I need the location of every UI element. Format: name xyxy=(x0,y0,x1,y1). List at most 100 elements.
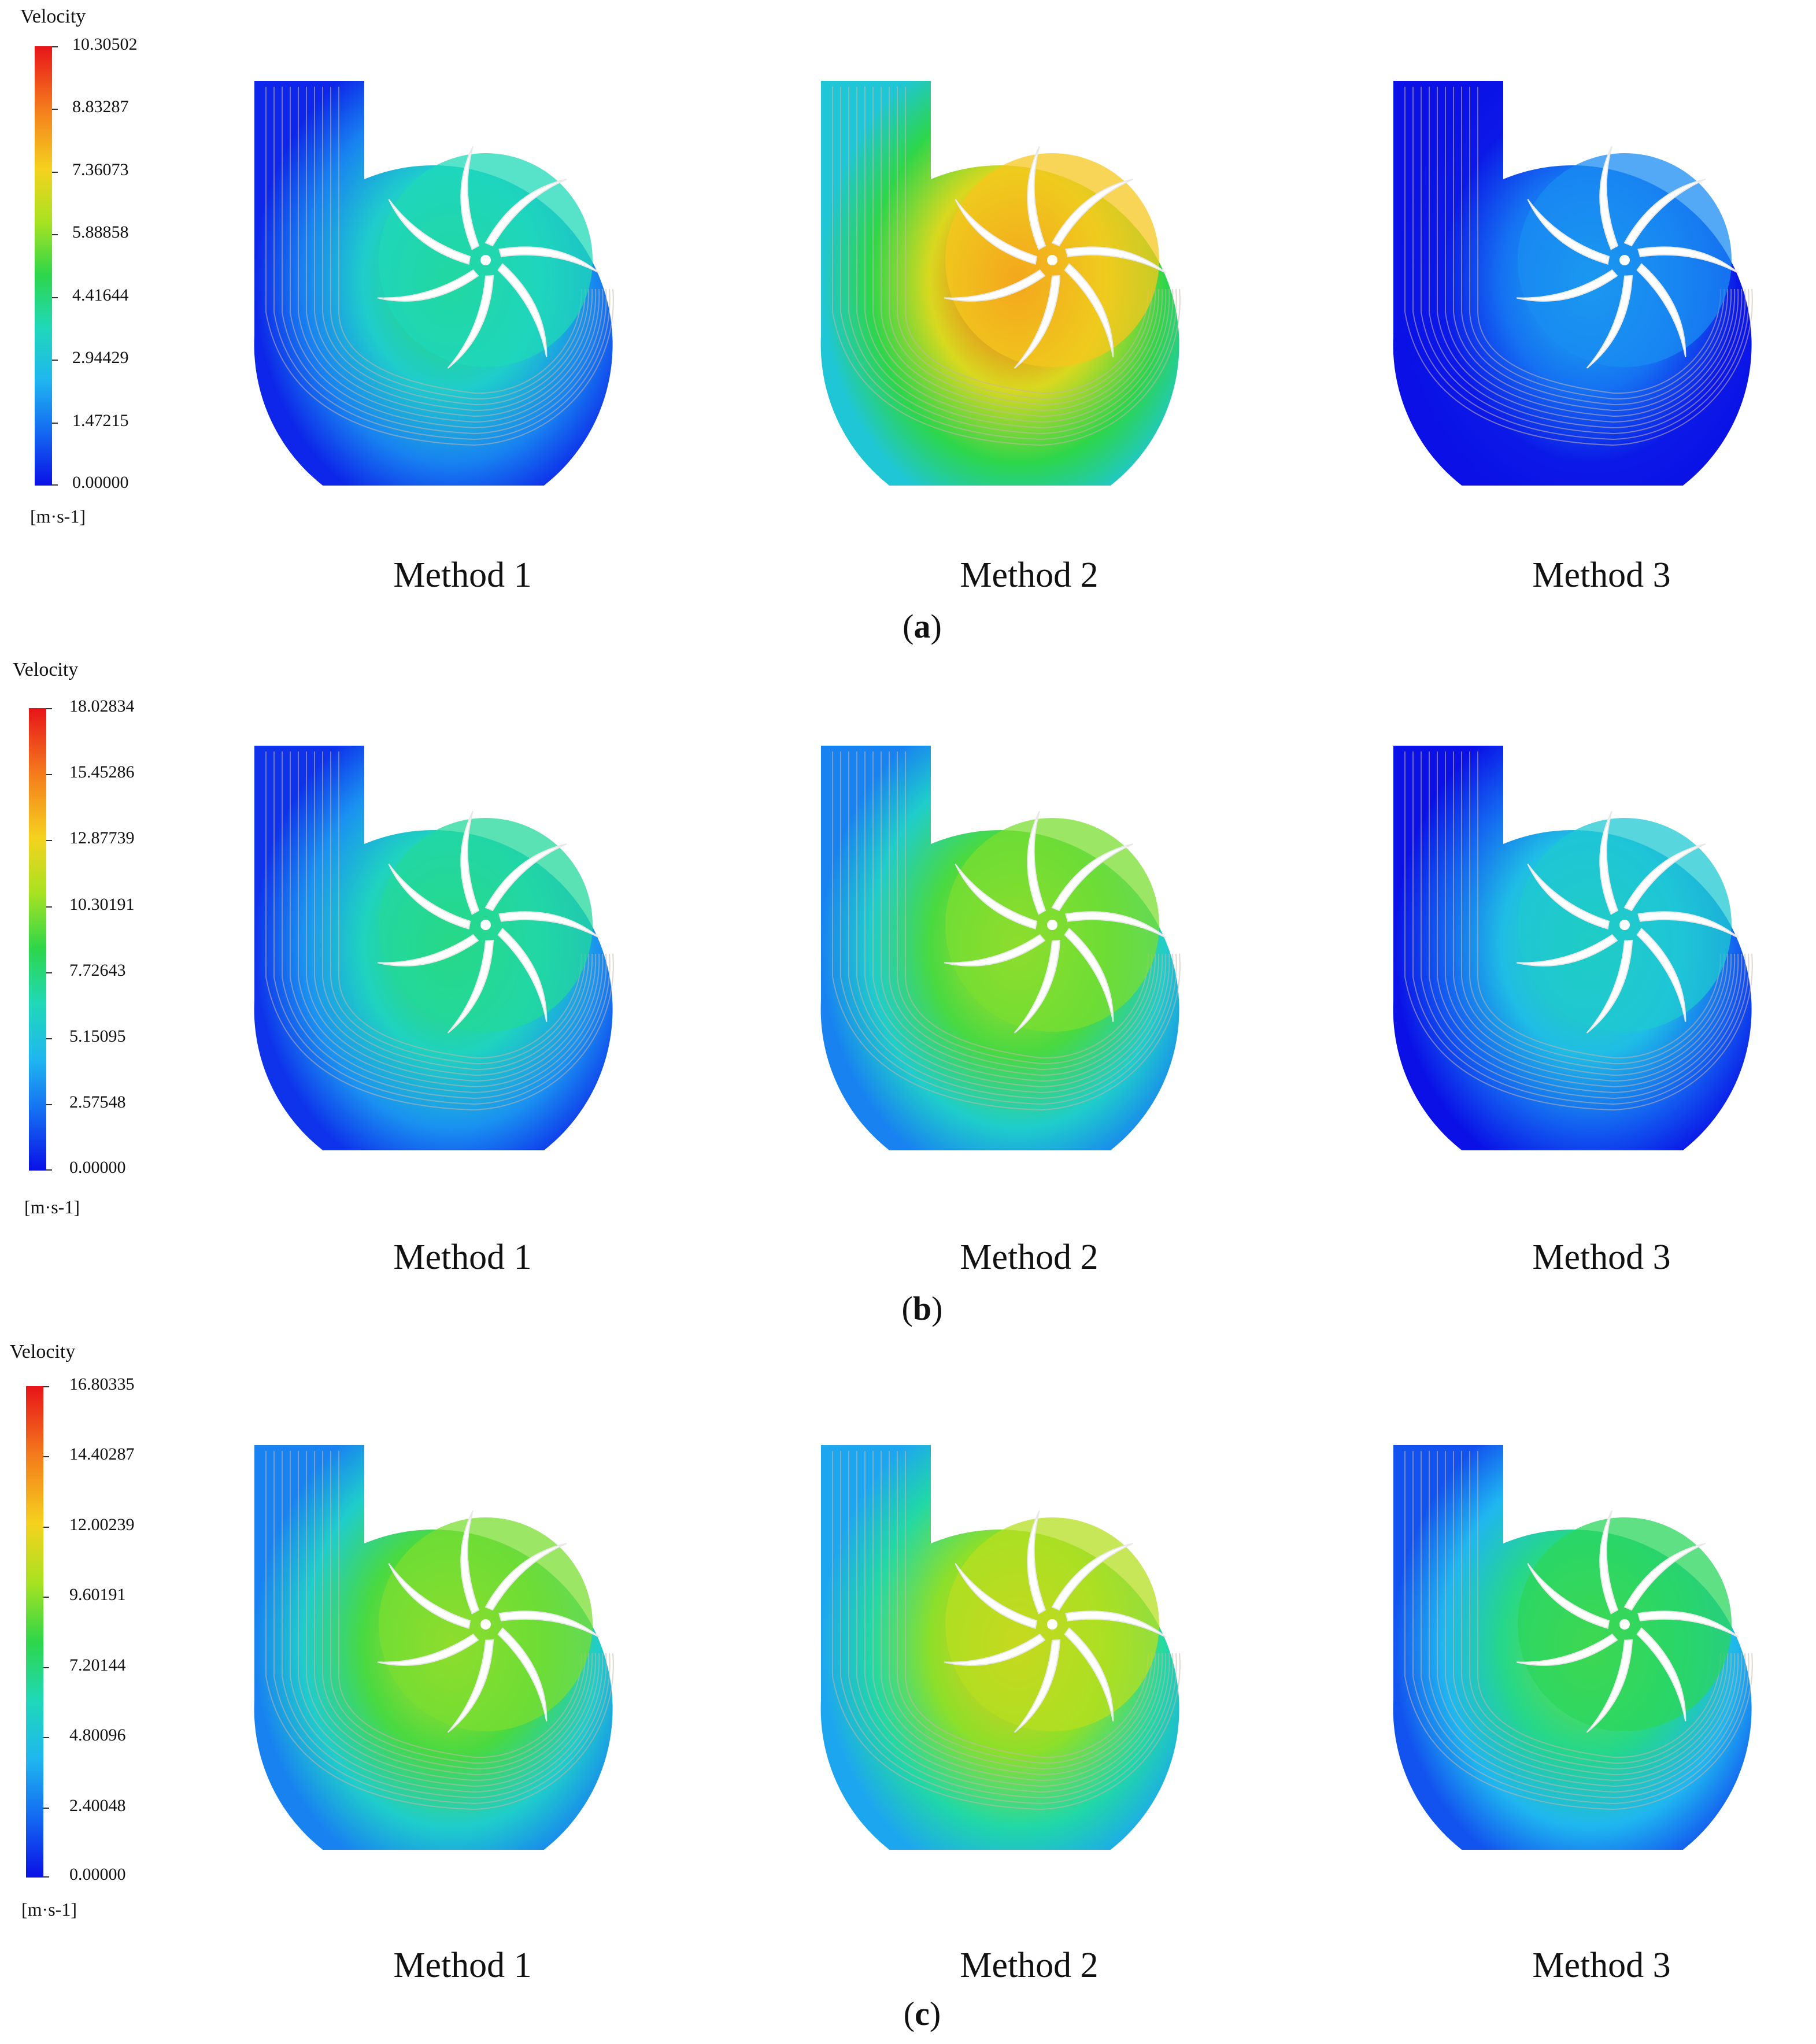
pump-svg xyxy=(820,746,1181,1189)
tick-label: 7.20144 xyxy=(69,1656,126,1675)
streamline xyxy=(314,751,593,1076)
impeller-blade xyxy=(1599,810,1619,915)
impeller-blade xyxy=(1065,1610,1167,1638)
impeller-blade xyxy=(1636,263,1686,357)
streamline xyxy=(864,751,1167,1088)
streamline xyxy=(1461,87,1729,406)
streamline xyxy=(897,1451,1153,1764)
streamline xyxy=(881,1451,1160,1776)
streamline xyxy=(273,87,611,440)
streamline xyxy=(1421,1451,1746,1799)
impeller-blade xyxy=(1586,1639,1633,1733)
method-label: Method 2 xyxy=(960,1946,1099,1985)
legend-unit: [m·s-1] xyxy=(21,1899,77,1920)
tick-label: 5.88858 xyxy=(72,223,129,242)
streamline xyxy=(338,1451,583,1758)
impeller-blade xyxy=(388,1563,471,1629)
streamline xyxy=(897,87,1153,400)
impeller-blade xyxy=(377,269,479,302)
impeller-blade xyxy=(1637,246,1739,274)
pump-contour xyxy=(243,69,682,524)
impeller-blade xyxy=(388,864,471,930)
streamline xyxy=(1412,1451,1750,1805)
streamline xyxy=(840,751,1177,1105)
streamline xyxy=(330,751,586,1065)
streamline xyxy=(265,751,614,1111)
impeller-blade xyxy=(1623,1543,1706,1611)
streamline xyxy=(330,1451,586,1764)
streamline xyxy=(290,1451,604,1793)
impeller-blade xyxy=(497,263,548,357)
streamline xyxy=(889,751,1156,1071)
impeller-blade xyxy=(1051,1543,1134,1611)
streamline xyxy=(872,751,1163,1082)
method-label: Method 1 xyxy=(393,1238,532,1277)
pump-svg xyxy=(254,746,614,1189)
pump-contour xyxy=(1382,734,1816,1189)
impeller-blade xyxy=(1516,934,1618,967)
tick-label: 2.40048 xyxy=(69,1796,126,1815)
pump-contour xyxy=(809,69,1249,524)
streamline xyxy=(306,751,597,1082)
streamline xyxy=(1429,1451,1743,1793)
streamline xyxy=(832,87,1181,446)
impeller-blade xyxy=(447,275,494,369)
impeller-hub xyxy=(1619,920,1630,930)
streamline xyxy=(1453,751,1732,1076)
tick-label: 10.30191 xyxy=(69,895,135,914)
streamline xyxy=(1437,87,1739,423)
legend-title: Velocity xyxy=(20,6,86,27)
tick-label: 1.47215 xyxy=(72,411,129,430)
tick-label: 5.15095 xyxy=(69,1027,126,1046)
streamline xyxy=(1429,87,1743,429)
streamline xyxy=(314,87,593,412)
tick-label: 2.94429 xyxy=(72,348,129,367)
impeller-blade xyxy=(944,269,1046,302)
streamline xyxy=(864,1451,1167,1787)
streamline xyxy=(1469,751,1725,1065)
streamline xyxy=(840,1451,1177,1805)
impeller-blade xyxy=(1051,179,1134,247)
impeller-blade xyxy=(1636,1627,1686,1721)
streamline xyxy=(1404,1451,1753,1810)
tick-label: 4.41644 xyxy=(72,286,129,305)
method-label: Method 3 xyxy=(1532,1238,1671,1277)
streamline xyxy=(273,1451,611,1805)
method-label: Method 3 xyxy=(1532,1946,1671,1985)
impeller-hub xyxy=(1047,1619,1057,1630)
impeller-blade xyxy=(388,199,471,265)
streamline xyxy=(298,87,600,423)
streamline xyxy=(282,1451,607,1799)
impeller-blade xyxy=(1623,843,1706,912)
impeller-hub xyxy=(480,920,491,930)
streamline xyxy=(848,87,1174,435)
streamline xyxy=(1404,751,1753,1111)
impeller-hub xyxy=(1619,255,1630,265)
streamline xyxy=(322,1451,590,1770)
tick-label: 0.00000 xyxy=(69,1865,126,1884)
pump-svg xyxy=(820,81,1181,524)
impeller-blade xyxy=(1064,928,1114,1022)
impeller-blade xyxy=(484,843,567,912)
method-label: Method 2 xyxy=(960,556,1099,595)
subfigure-label: (b) xyxy=(901,1290,943,1327)
impeller-hub xyxy=(1619,1619,1630,1630)
tick-label: 8.83287 xyxy=(72,97,129,116)
streamline xyxy=(1461,1451,1729,1770)
streamline xyxy=(1477,1451,1722,1758)
streamline xyxy=(265,87,614,446)
impeller-blade xyxy=(944,934,1046,967)
colorbar xyxy=(26,1386,43,1878)
streamline xyxy=(832,1451,1181,1810)
impeller-blade xyxy=(1065,911,1167,939)
streamline xyxy=(265,1451,614,1810)
subfigure-label: (c) xyxy=(903,1995,941,2032)
colorbar xyxy=(35,46,52,486)
impeller-blade xyxy=(955,864,1038,930)
streamline xyxy=(282,751,607,1099)
streamline xyxy=(1469,87,1725,400)
impeller-blade xyxy=(1599,1510,1619,1615)
tick-label: 15.45286 xyxy=(69,762,135,782)
pump-svg xyxy=(254,1445,614,1889)
impeller-blade xyxy=(460,1510,480,1615)
